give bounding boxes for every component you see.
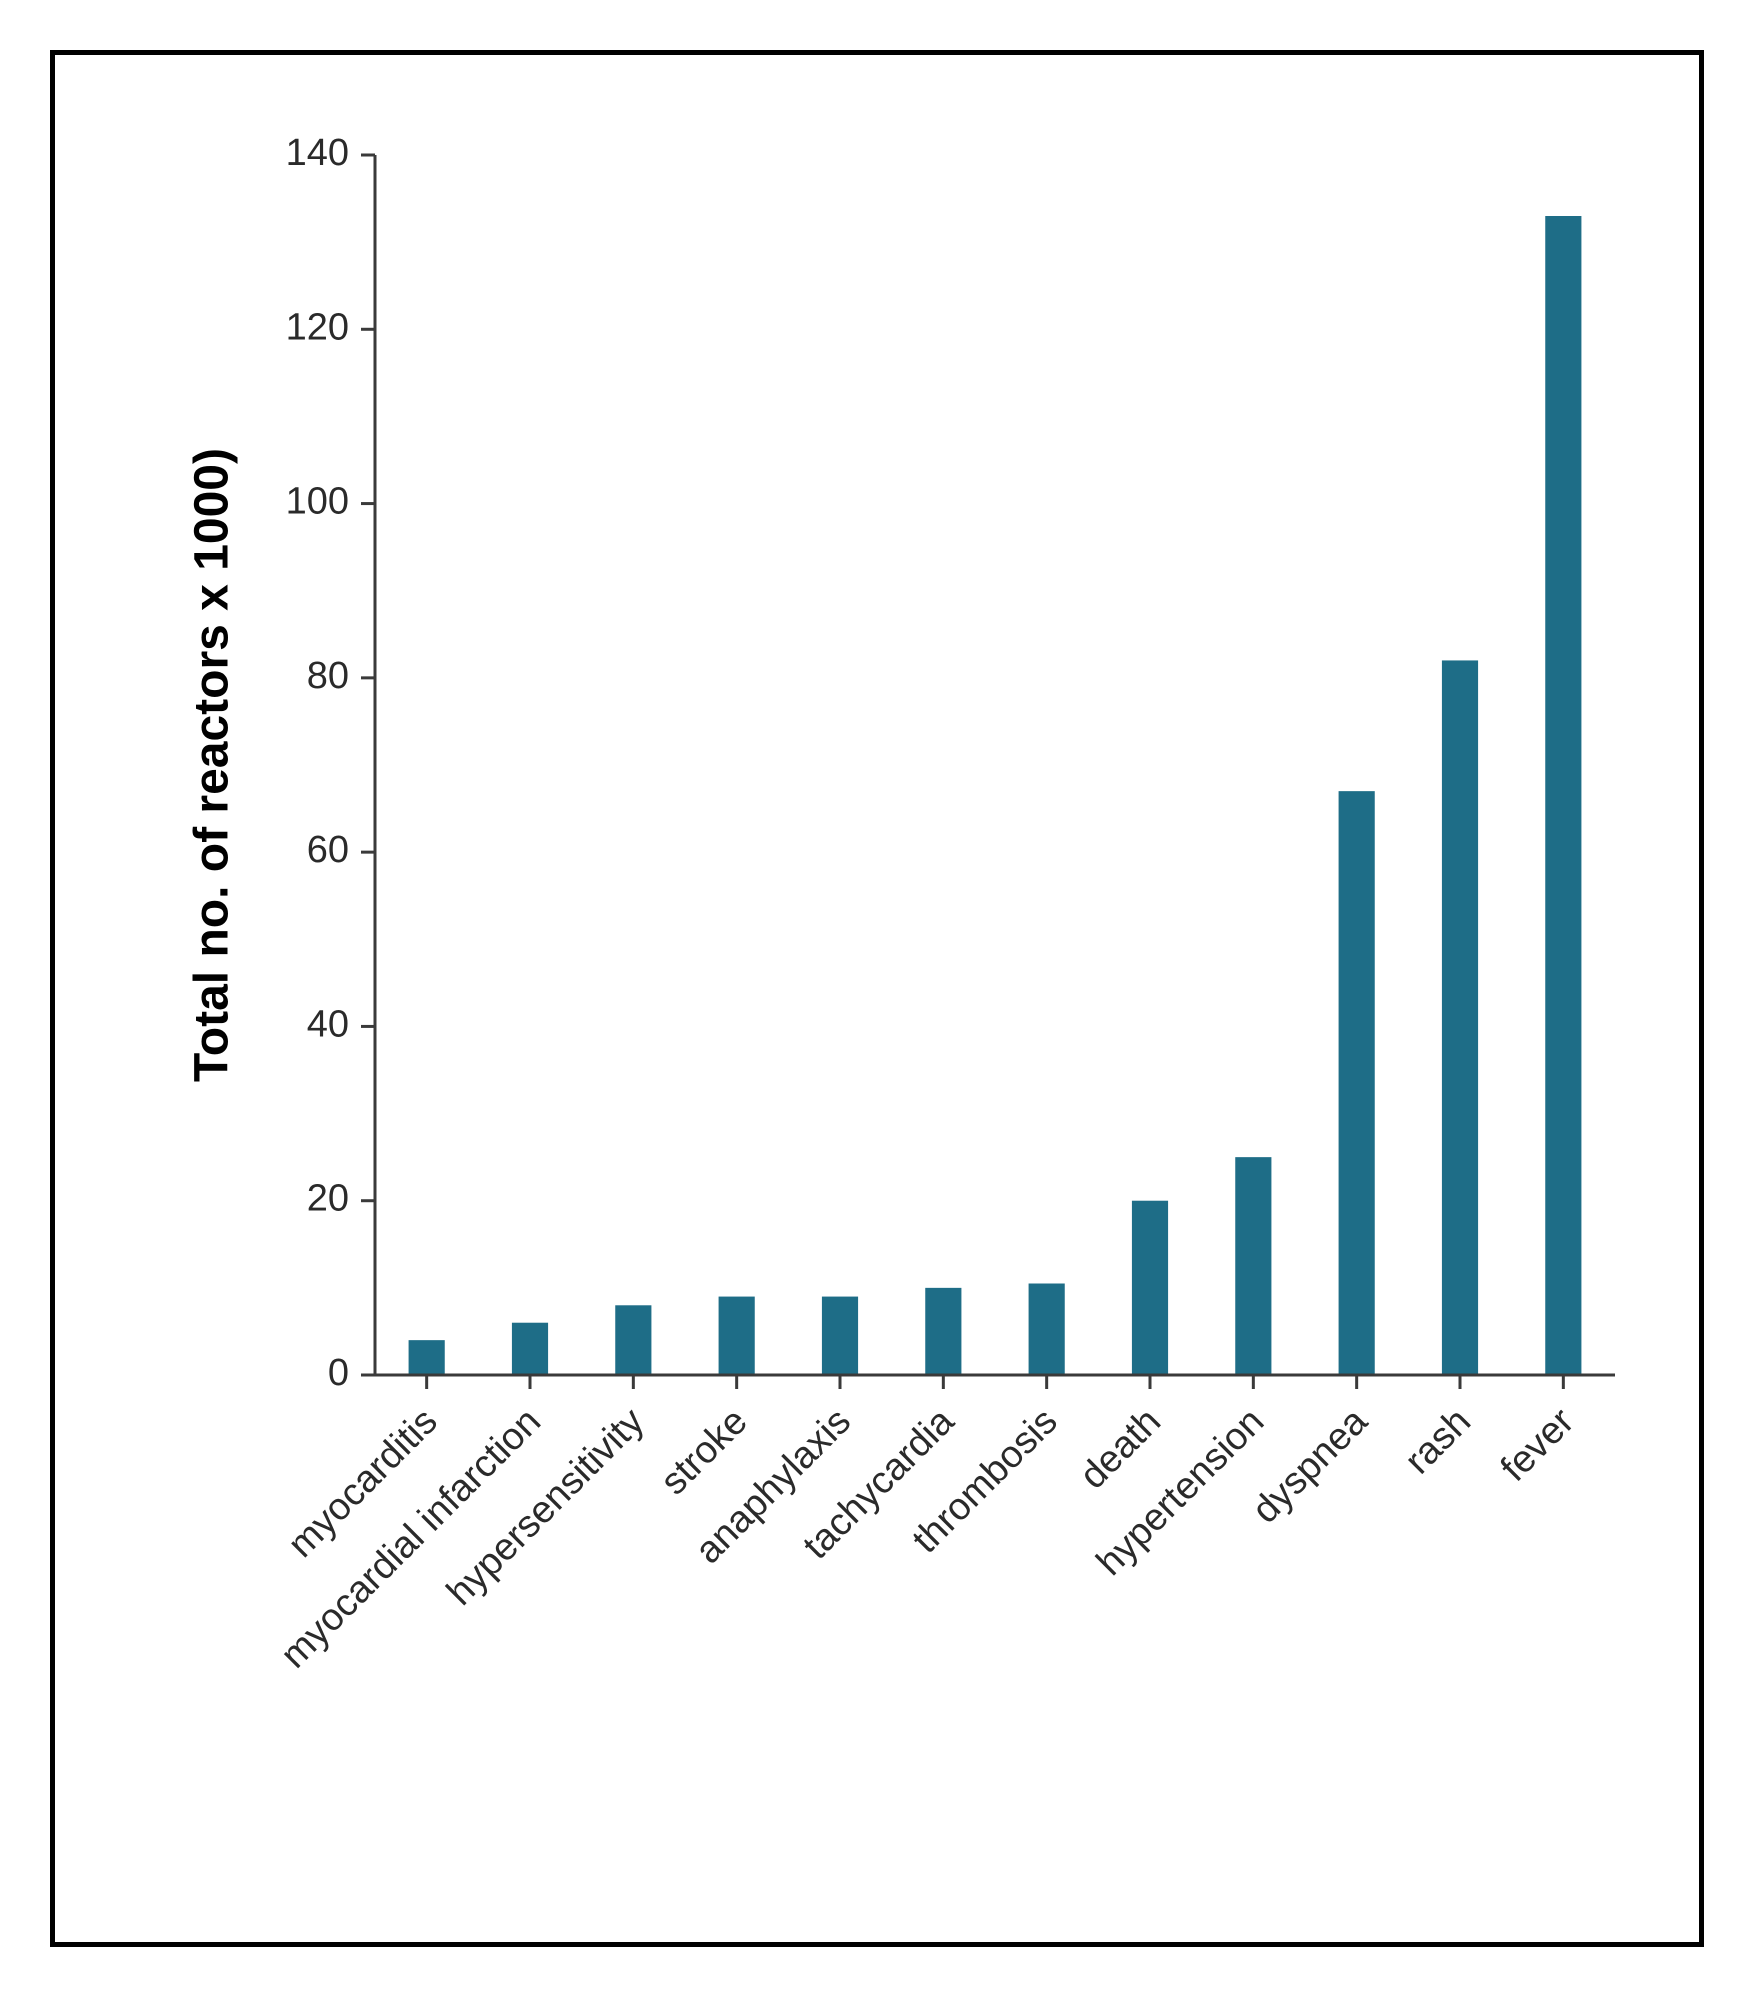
y-tick-label: 60 [307,829,349,871]
bar [615,1305,651,1375]
bar [1442,660,1478,1375]
bar [1339,791,1375,1375]
bar [822,1297,858,1375]
bar [1545,216,1581,1375]
y-axis-label: Total no. of reactors x 1000) [186,448,239,1082]
y-tick-label: 0 [328,1352,349,1394]
y-tick-label: 20 [307,1178,349,1220]
bar [925,1288,961,1375]
y-tick-label: 40 [307,1003,349,1045]
bar [719,1297,755,1375]
y-tick-label: 120 [286,306,349,348]
bar [1029,1284,1065,1376]
y-tick-label: 100 [286,481,349,523]
bar-chart: 020406080100120140myocarditismyocardial … [155,115,1635,1895]
bar [1132,1201,1168,1375]
bar [1235,1157,1271,1375]
page-root: 020406080100120140myocarditismyocardial … [0,0,1754,1997]
y-tick-label: 80 [307,655,349,697]
bar [512,1323,548,1375]
chart-frame: 020406080100120140myocarditismyocardial … [50,50,1704,1947]
y-tick-label: 140 [286,132,349,174]
bar [409,1340,445,1375]
chart-container: 020406080100120140myocarditismyocardial … [155,115,1639,1882]
